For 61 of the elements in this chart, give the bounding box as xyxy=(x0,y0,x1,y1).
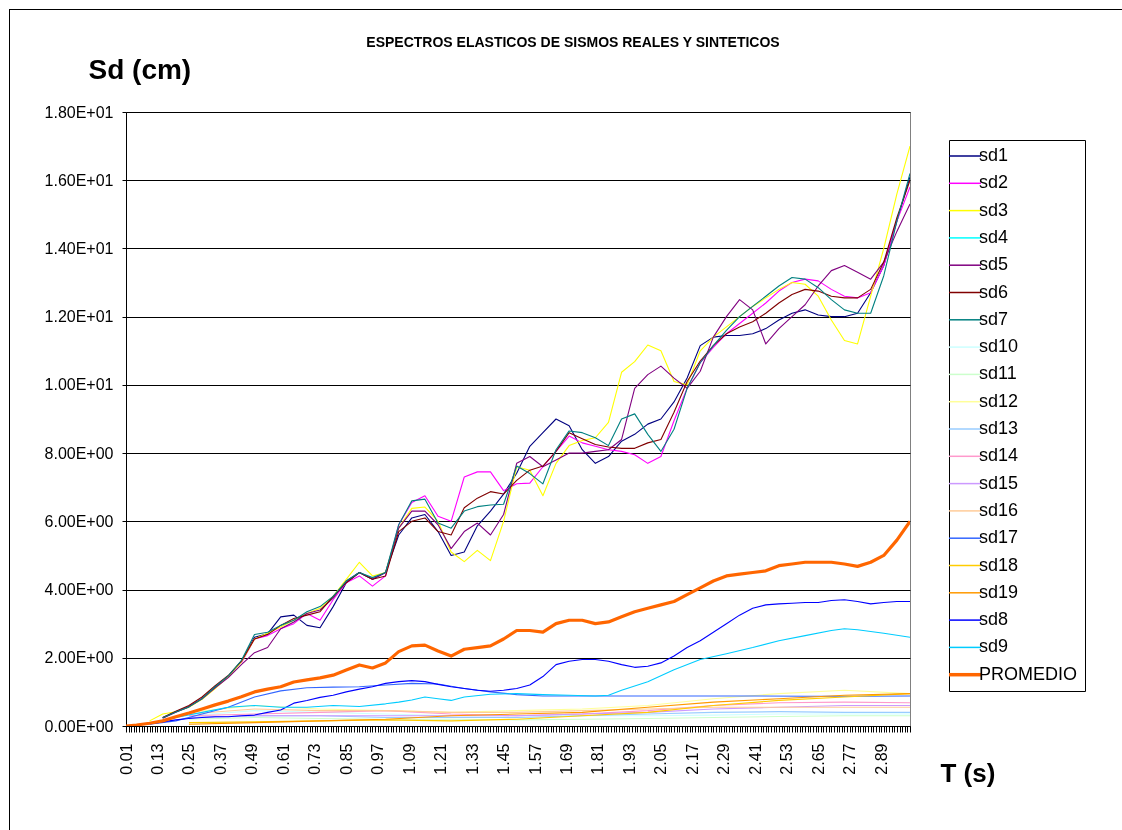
x-tick-label: 1.45 xyxy=(495,743,513,775)
x-tick-label: 0.85 xyxy=(337,743,355,775)
x-tick-label: 0.97 xyxy=(369,743,387,775)
x-tick-label: 0.13 xyxy=(148,743,166,775)
y-axis-title: Sd (cm) xyxy=(88,53,192,85)
legend-label: sd16 xyxy=(979,499,1019,520)
legend-label: sd15 xyxy=(979,472,1019,493)
y-tick-label: 1.00E+01 xyxy=(44,376,114,394)
y-tick-label: 4.00E+00 xyxy=(44,581,114,599)
legend-label: sd4 xyxy=(979,226,1009,247)
x-axis-title: T (s) xyxy=(940,757,996,788)
x-tick-label: 2.29 xyxy=(715,743,733,775)
line-series xyxy=(188,706,910,715)
x-tick-label: 1.21 xyxy=(432,743,450,775)
y-tick-label: 6.00E+00 xyxy=(44,512,114,530)
x-tick-label: 1.33 xyxy=(463,743,481,775)
legend-label: sd19 xyxy=(979,581,1019,602)
legend-label: sd10 xyxy=(979,336,1019,357)
legend-label: sd8 xyxy=(979,609,1009,630)
legend-label: sd5 xyxy=(979,254,1009,275)
y-tick-label: 1.40E+01 xyxy=(44,239,114,257)
x-tick-label: 2.17 xyxy=(683,743,701,775)
legend-label: PROMEDIO xyxy=(979,663,1078,684)
x-tick-label: 0.25 xyxy=(180,743,198,775)
legend-label: sd13 xyxy=(979,418,1019,438)
x-tick-label: 0.73 xyxy=(306,743,324,775)
x-tick-label: 1.93 xyxy=(620,743,638,775)
x-tick-label: 1.57 xyxy=(526,743,544,775)
legend-label: sd17 xyxy=(979,527,1019,548)
x-tick-label: 2.89 xyxy=(872,743,890,775)
x-tick-label: 1.69 xyxy=(558,743,576,775)
legend-label: sd6 xyxy=(979,281,1009,302)
x-tick-label: 2.77 xyxy=(841,743,859,775)
line-series xyxy=(149,682,910,725)
x-tick-label: 2.53 xyxy=(778,743,796,775)
legend-label: sd14 xyxy=(979,445,1019,466)
x-tick-label: 2.41 xyxy=(746,743,764,775)
y-tick-label: 2.00E+00 xyxy=(44,649,114,667)
legend-label: sd18 xyxy=(979,554,1019,575)
x-tick-label: 0.61 xyxy=(274,743,292,775)
y-tick-label: 1.60E+01 xyxy=(44,171,114,189)
x-tick-label: 1.81 xyxy=(589,743,607,775)
x-tick-label: 2.05 xyxy=(652,743,670,775)
legend-label: sd12 xyxy=(979,390,1019,411)
legend-label: sd3 xyxy=(979,199,1009,220)
legend-label: sd1 xyxy=(979,145,1009,165)
x-tick-label: 1.09 xyxy=(400,743,418,775)
y-tick-label: 0.00E+00 xyxy=(44,717,114,735)
y-tick-label: 1.20E+01 xyxy=(44,308,114,326)
legend-label: sd9 xyxy=(979,636,1009,657)
x-tick-label: 0.01 xyxy=(117,743,135,775)
y-tick-label: 8.00E+00 xyxy=(44,444,114,462)
x-tick-label: 0.49 xyxy=(243,743,261,775)
x-tick-label: 2.65 xyxy=(809,743,827,775)
x-tick-label: 0.37 xyxy=(211,743,229,775)
legend-label: sd7 xyxy=(979,308,1009,329)
line-series xyxy=(126,519,910,726)
legend-label: sd2 xyxy=(979,172,1009,193)
y-tick-label: 1.80E+01 xyxy=(44,103,114,121)
legend-label: sd11 xyxy=(979,363,1017,384)
chart-title: ESPECTROS ELASTICOS DE SISMOS REALES Y SINTETICOS xyxy=(366,34,780,50)
